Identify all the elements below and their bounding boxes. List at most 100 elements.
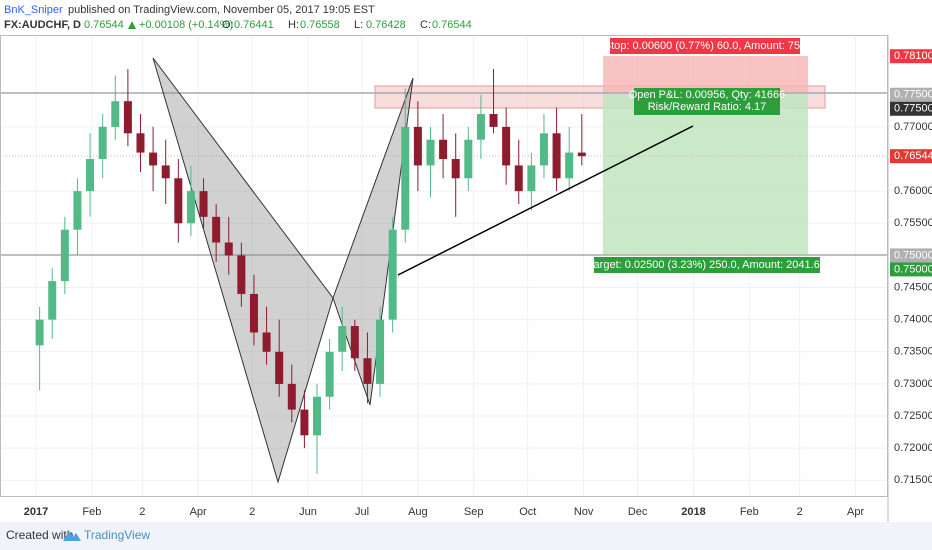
x-tick-label: Feb <box>82 506 101 518</box>
x-tick-label: 2 <box>249 506 255 518</box>
trend-line <box>397 125 694 276</box>
candle-body <box>73 191 82 230</box>
x-tick-label: Dec <box>628 506 648 518</box>
candle-body <box>35 319 44 346</box>
created-with: Created with <box>6 528 73 542</box>
candle-body <box>577 152 586 157</box>
ohlc-key: H: <box>288 19 299 31</box>
x-tick-label: Aug <box>408 506 428 518</box>
candle-body <box>439 139 448 160</box>
candle-body <box>325 351 334 397</box>
candle-body <box>186 191 195 224</box>
author[interactable]: BnK_Sniper <box>4 4 63 16</box>
candle-body <box>363 358 372 384</box>
y-tick-label: 0.73000 <box>894 378 932 390</box>
x-tick-label: Sep <box>464 506 484 518</box>
published: published on TradingView.com, November 0… <box>68 4 375 16</box>
axes: 0.71500 0.72000 0.72500 0.73000 0.73500 0.740… <box>24 49 932 518</box>
y-tick-label: 0.74500 <box>894 281 932 293</box>
change: +0.00108 (+0.14%) <box>139 19 233 31</box>
candle-body <box>249 293 258 333</box>
candles <box>35 69 586 474</box>
footer <box>0 522 932 550</box>
x-tick-label: Jun <box>299 506 317 518</box>
candle-body <box>262 332 271 352</box>
candle-body <box>313 396 322 436</box>
candle-body <box>98 126 107 160</box>
ohlc-value: 0.76544 <box>432 19 472 31</box>
candle-body <box>224 242 233 256</box>
candle-body <box>565 152 574 179</box>
price-label: 0.75000 <box>894 263 932 275</box>
candle-body <box>161 165 170 179</box>
price-label-box <box>890 49 932 64</box>
x-tick-label: 2017 <box>24 506 48 518</box>
candle-body <box>136 133 145 153</box>
candle-body <box>464 139 473 179</box>
candle-body <box>174 178 183 224</box>
x-tick-label: 2 <box>797 506 803 518</box>
last-price: 0.76544 <box>84 19 124 31</box>
price-label-box <box>890 101 932 116</box>
price-label: 0.78100 <box>894 50 932 62</box>
candle-body <box>300 409 309 436</box>
x-tick-label: 2 <box>139 506 145 518</box>
x-tick-label: Apr <box>190 506 207 518</box>
ohlc-key: L: <box>354 19 363 31</box>
stop-label: Stop: 0.00600 (0.77%) 60.0, Amount: 750 <box>604 40 806 52</box>
y-tick-label: 0.74000 <box>894 314 932 326</box>
x-tick-label: Oct <box>519 506 536 518</box>
candle-body <box>514 165 523 192</box>
candle-body <box>60 229 69 282</box>
candle-body <box>48 281 57 320</box>
candle-body <box>275 351 284 384</box>
ohlc-key: C: <box>420 19 431 31</box>
target-label-box <box>594 257 820 273</box>
rr-label: Risk/Reward Ratio: 4.17 <box>648 101 767 113</box>
candle-body <box>539 133 548 166</box>
price-label-box <box>890 149 932 164</box>
y-tick-label: 0.75500 <box>894 217 932 229</box>
x-tick-label: Nov <box>574 506 594 518</box>
candle-body <box>451 159 460 179</box>
ohlc-value: 0.76441 <box>234 19 274 31</box>
candle-body <box>502 126 511 166</box>
candle-body <box>413 126 422 166</box>
candle-body <box>401 126 410 230</box>
price-label: 0.77500 <box>894 89 932 101</box>
candle-body <box>123 101 132 134</box>
ohlc-value: 0.76428 <box>366 19 406 31</box>
candle-body <box>476 114 485 140</box>
price-label-box <box>890 262 932 277</box>
candle-body <box>149 152 158 166</box>
stop-zone <box>603 56 808 93</box>
y-tick-label: 0.77000 <box>894 121 932 133</box>
candle-body <box>426 139 435 166</box>
price-label-box <box>890 248 932 263</box>
x-tick-label: Apr <box>847 506 864 518</box>
ohlc-key: O: <box>222 19 234 31</box>
y-tick-label: 0.72000 <box>894 442 932 454</box>
candle-body <box>350 326 359 359</box>
candle-body <box>552 133 561 179</box>
brand[interactable]: TradingView <box>84 528 150 542</box>
target-label: Target: 0.02500 (3.23%) 250.0, Amount: 2… <box>588 259 826 271</box>
candle-body <box>212 216 221 243</box>
y-tick-label: 0.76000 <box>894 185 932 197</box>
candle-body <box>376 319 385 384</box>
ohlc-value: 0.76558 <box>300 19 340 31</box>
symbol: FX:AUDCHF, D <box>4 19 81 31</box>
ohlc: O: 0.76441 H: 0.76558 L: 0.76428 C: 0.76544 <box>222 19 472 31</box>
x-tick-label: Jul <box>355 506 369 518</box>
y-tick-label: 0.71500 <box>894 474 932 486</box>
price-label: 0.75000 <box>894 249 932 261</box>
candle-body <box>527 165 536 192</box>
price-label: 0.77500 <box>894 103 932 115</box>
pl-label: Open P&L: 0.00956, Qty: 41666 <box>629 89 786 101</box>
price-label: 0.76544 <box>894 150 932 162</box>
y-tick-label: 0.72500 <box>894 410 932 422</box>
candle-body <box>338 326 347 352</box>
candle-body <box>86 159 95 192</box>
pl-label-box <box>634 88 780 115</box>
